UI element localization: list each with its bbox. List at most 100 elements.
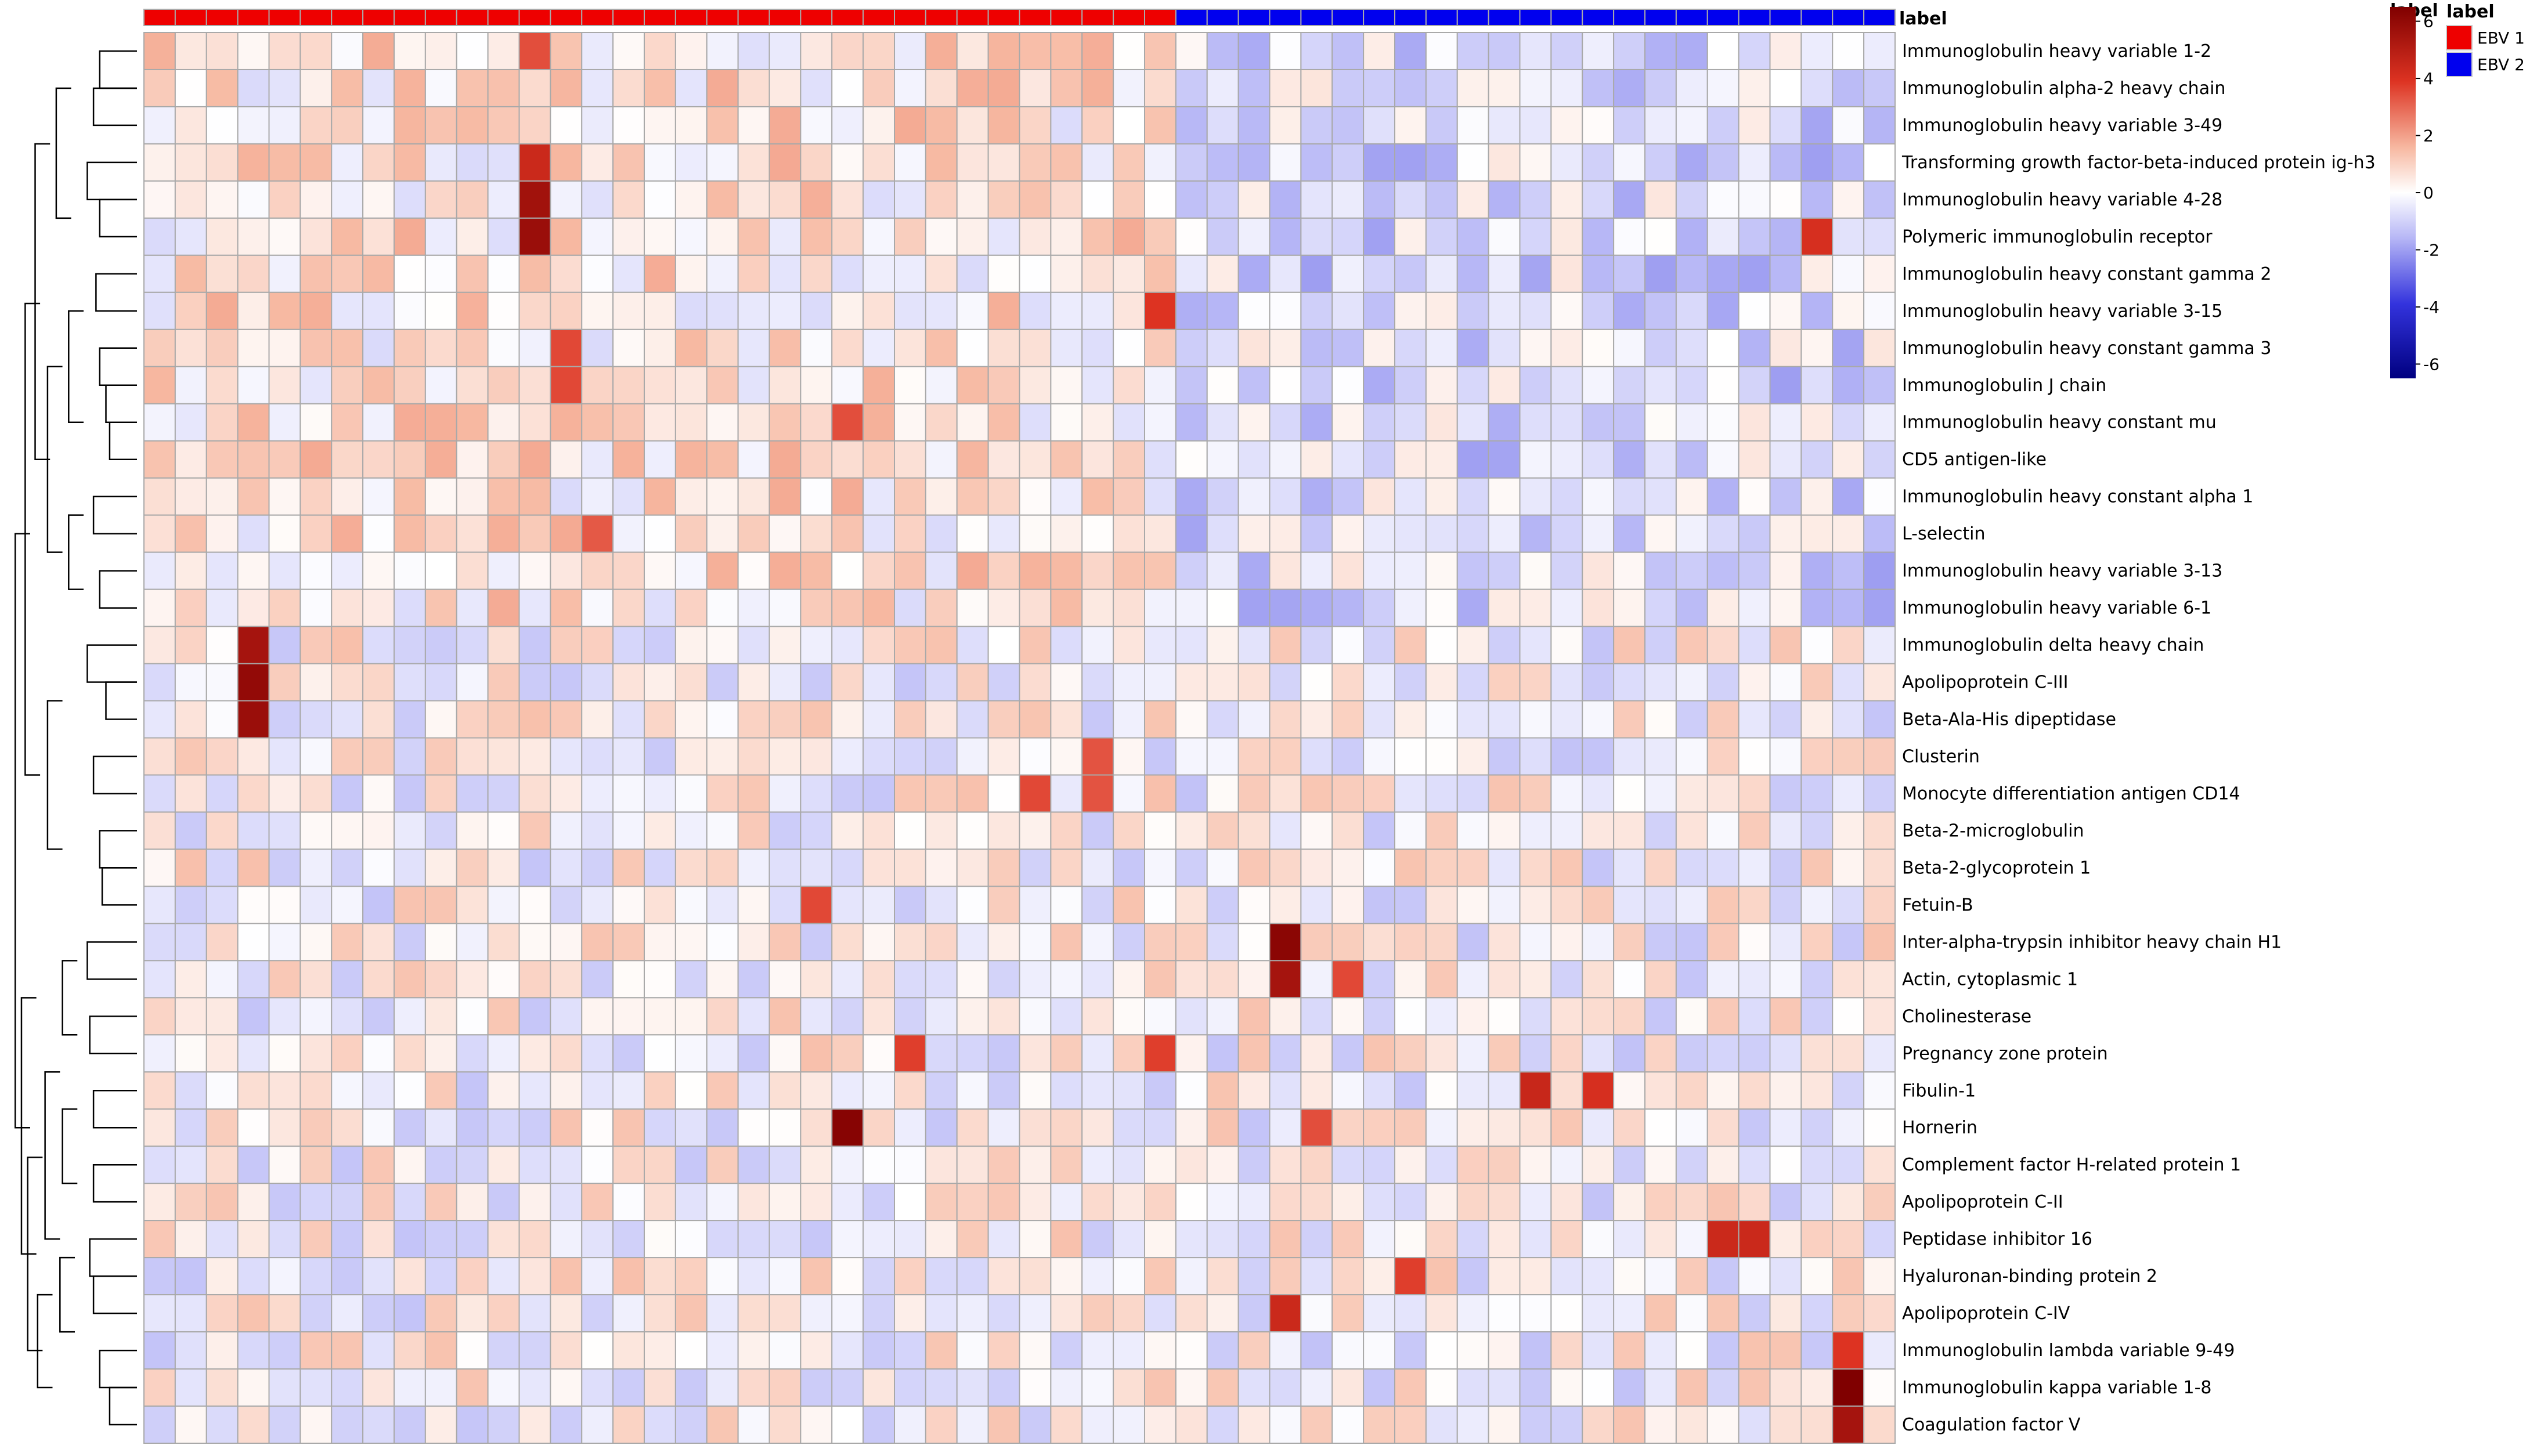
heatmap-cell xyxy=(1113,886,1145,924)
heatmap-cell xyxy=(1175,254,1208,293)
heatmap-cell xyxy=(706,328,739,367)
heatmap-cell xyxy=(1175,291,1208,330)
heatmap-cell xyxy=(174,477,207,516)
heatmap-cell xyxy=(768,1331,802,1370)
colorbar-tick-label: 2 xyxy=(2423,127,2434,146)
heatmap-cell xyxy=(1300,254,1333,293)
heatmap-cell xyxy=(487,180,520,219)
heatmap-cell xyxy=(768,1034,802,1073)
heatmap-cell xyxy=(1863,106,1896,144)
heatmap-cell xyxy=(1519,551,1552,590)
heatmap-cell xyxy=(644,997,676,1036)
dendrogram-branch xyxy=(92,756,137,794)
heatmap-cell xyxy=(456,514,489,553)
heatmap-cell xyxy=(800,811,833,850)
heatmap-cell xyxy=(299,811,333,850)
heatmap-cell xyxy=(925,68,958,107)
row-label: Apolipoprotein C-IV xyxy=(1902,1303,2070,1324)
heatmap-cell xyxy=(268,1108,301,1147)
heatmap-cell xyxy=(268,180,301,219)
heatmap-cell xyxy=(1738,143,1771,182)
heatmap-cell xyxy=(1738,32,1771,70)
heatmap-cell xyxy=(831,1108,864,1147)
heatmap-cell xyxy=(894,1257,926,1296)
heatmap-cell xyxy=(362,626,395,664)
heatmap-cell xyxy=(1300,737,1333,776)
heatmap-cell xyxy=(1613,68,1645,107)
heatmap-cell xyxy=(1175,663,1208,702)
heatmap-cell xyxy=(706,588,739,627)
heatmap-cell xyxy=(1300,700,1333,739)
heatmap-cell xyxy=(331,217,364,256)
heatmap-cell xyxy=(1175,700,1208,739)
heatmap-cell xyxy=(1706,68,1740,107)
heatmap-cell xyxy=(737,1368,770,1407)
heatmap-cell xyxy=(487,886,520,924)
annotation-cell xyxy=(1738,9,1771,26)
heatmap-cell xyxy=(612,1146,645,1184)
heatmap-cell xyxy=(1425,1071,1458,1110)
heatmap-cell xyxy=(394,886,426,924)
heatmap-cell xyxy=(831,551,864,590)
heatmap-cell xyxy=(1019,811,1052,850)
heatmap-cell xyxy=(862,997,895,1036)
heatmap-cell xyxy=(1425,997,1458,1036)
heatmap-cell xyxy=(1456,1108,1489,1147)
heatmap-cell xyxy=(925,737,958,776)
heatmap-cell xyxy=(1706,1406,1740,1444)
heatmap-cell xyxy=(424,1368,457,1407)
heatmap-cell xyxy=(1237,848,1271,887)
heatmap-cell xyxy=(1550,551,1583,590)
heatmap-cell xyxy=(1113,700,1145,739)
heatmap-cell xyxy=(1519,626,1552,664)
heatmap-cell xyxy=(1582,1071,1615,1110)
heatmap-cell xyxy=(1363,440,1395,479)
heatmap-cell xyxy=(1237,440,1271,479)
dendrogram-branch xyxy=(37,1294,53,1389)
heatmap-cell xyxy=(1644,328,1677,367)
heatmap-cell xyxy=(1769,1108,1802,1147)
heatmap-cell xyxy=(1019,848,1052,887)
heatmap-cell xyxy=(1269,848,1302,887)
heatmap-cell xyxy=(1863,291,1896,330)
annotation-cell xyxy=(1144,9,1177,26)
heatmap-cell xyxy=(862,1331,895,1370)
heatmap-cell xyxy=(550,960,583,999)
heatmap-cell xyxy=(1237,180,1271,219)
heatmap-cell xyxy=(1800,700,1834,739)
dendrogram-branch xyxy=(99,1349,137,1389)
heatmap-cell xyxy=(800,477,833,516)
heatmap-cell xyxy=(1019,1034,1052,1073)
heatmap-cell xyxy=(394,1108,426,1147)
heatmap-cell xyxy=(1081,1331,1114,1370)
annotation-cell xyxy=(987,9,1020,26)
heatmap-cell xyxy=(1644,1294,1677,1333)
heatmap-cell xyxy=(1175,477,1208,516)
heatmap-cell xyxy=(737,588,770,627)
heatmap-cell xyxy=(800,514,833,553)
heatmap-cell xyxy=(1425,440,1458,479)
heatmap-cell xyxy=(394,1406,426,1444)
heatmap-cell xyxy=(768,626,802,664)
heatmap-cell xyxy=(1675,440,1708,479)
dendrogram-branch xyxy=(99,830,137,869)
heatmap-cell xyxy=(143,960,176,999)
heatmap-cell xyxy=(1113,328,1145,367)
heatmap-cell xyxy=(1081,923,1114,962)
heatmap-cell xyxy=(1738,68,1771,107)
heatmap-cell xyxy=(362,1146,395,1184)
heatmap-cell xyxy=(268,886,301,924)
heatmap-cell xyxy=(1488,1183,1521,1222)
heatmap-cell xyxy=(394,588,426,627)
heatmap-cell xyxy=(1394,68,1427,107)
heatmap-cell xyxy=(518,403,551,442)
heatmap-cell xyxy=(518,960,551,999)
heatmap-cell xyxy=(143,1406,176,1444)
heatmap-cell xyxy=(1144,106,1177,144)
heatmap-cell xyxy=(612,923,645,962)
heatmap-cell xyxy=(1769,1406,1802,1444)
heatmap-cell xyxy=(1175,32,1208,70)
heatmap-cell xyxy=(174,811,207,850)
heatmap-cell xyxy=(237,477,270,516)
heatmap-cell xyxy=(1050,737,1083,776)
